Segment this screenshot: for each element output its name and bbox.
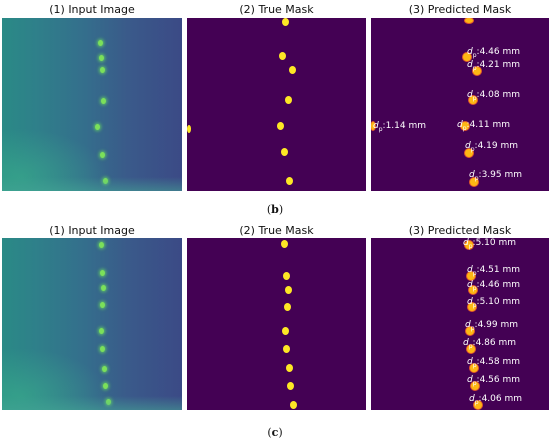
mask-droplet — [290, 401, 297, 409]
predicted-droplet — [471, 382, 479, 390]
figure-caption-c: (c) — [267, 426, 283, 439]
predicted-droplet — [463, 53, 471, 61]
predicted-droplet — [469, 286, 477, 294]
predicted-droplet — [474, 401, 482, 409]
diameter-label: dp:4.86 mm — [463, 338, 516, 350]
predicted-droplet — [470, 178, 478, 186]
input-droplet — [100, 346, 105, 352]
input-droplet — [100, 152, 105, 158]
mask-droplet — [283, 345, 290, 353]
diameter-label: dp:4.56 mm — [467, 375, 520, 387]
diameter-label: dp:4.46 mm — [467, 47, 520, 59]
input-droplet — [103, 178, 108, 184]
mask-droplet — [287, 382, 294, 390]
predicted-droplet — [371, 122, 375, 130]
diameter-label: dp:4.21 mm — [467, 60, 520, 72]
diameter-label: dp:1.14 mm — [373, 121, 426, 133]
predicted-droplet — [470, 364, 478, 372]
mask-droplet — [286, 177, 293, 185]
diameter-label: dp:5.10 mm — [467, 297, 520, 309]
diameter-label: dp:4.58 mm — [467, 357, 520, 369]
input-droplet — [99, 328, 104, 334]
figure-row-c: (1) Input Image (2) True Mask (3) Predic… — [0, 222, 550, 443]
predicted-droplet — [469, 96, 477, 104]
diameter-label: dp:4.08 mm — [467, 90, 520, 102]
input-image-panel — [2, 18, 182, 191]
mask-droplet — [286, 364, 293, 372]
predicted-droplet — [473, 67, 481, 75]
input-droplet — [100, 270, 105, 276]
figure-row-b: (1) Input Image (2) True Mask (3) Predic… — [2, 3, 549, 216]
predicted-droplet — [466, 327, 474, 335]
mask-droplet — [285, 96, 292, 104]
mask-droplet — [282, 18, 289, 26]
diameter-label: dp:4.06 mm — [469, 394, 522, 406]
mask-droplet — [283, 272, 290, 280]
input-droplet — [106, 399, 111, 405]
mask-droplet — [279, 52, 286, 60]
predicted-droplet — [465, 149, 473, 157]
predicted-mask-panel: dp:5.10 mm dp:4.51 mm dp:4.46 mm dp:5.10… — [371, 238, 549, 410]
panel-title-input: (1) Input Image — [49, 3, 135, 16]
predicted-mask-panel: dp:4.46 mm dp:4.21 mm dp:4.08 mm dp:1.14… — [371, 18, 549, 191]
input-droplet — [102, 366, 107, 372]
panel-title-true-mask: (2) True Mask — [239, 3, 314, 16]
input-droplet — [103, 383, 108, 389]
input-droplet — [98, 40, 103, 46]
diameter-label: dp:5.10 mm — [463, 238, 516, 250]
predicted-droplet — [467, 345, 475, 353]
input-droplet — [100, 67, 105, 73]
panel-title-predicted: (3) Predicted Mask — [408, 224, 512, 237]
input-droplet — [99, 242, 104, 248]
predicted-droplet — [465, 241, 473, 249]
mask-droplet — [277, 122, 284, 130]
figure-caption-b: (b) — [266, 203, 284, 216]
panel-title-predicted: (3) Predicted Mask — [408, 3, 512, 16]
input-droplet — [95, 124, 100, 130]
input-droplet — [101, 285, 106, 291]
predicted-droplet — [468, 303, 476, 311]
diameter-label: dp:4.99 mm — [465, 320, 518, 332]
predicted-droplet — [467, 272, 475, 280]
diameter-label: dp:4.46 mm — [467, 280, 520, 292]
true-mask-panel — [187, 238, 366, 410]
input-droplet — [100, 302, 105, 308]
diameter-label: dp:4.19 mm — [465, 141, 518, 153]
mask-droplet — [187, 125, 191, 133]
predicted-droplet — [461, 122, 469, 130]
true-mask-panel — [187, 18, 366, 191]
mask-droplet — [284, 303, 291, 311]
diameter-label: dp:4.11 mm — [457, 120, 510, 132]
mask-droplet — [281, 240, 288, 248]
mask-droplet — [285, 286, 292, 294]
mask-droplet — [282, 327, 289, 335]
predicted-droplet — [465, 18, 473, 23]
input-droplet — [99, 55, 104, 61]
input-droplet — [101, 98, 106, 104]
mask-droplet — [281, 148, 288, 156]
panel-title-true-mask: (2) True Mask — [239, 224, 314, 237]
diameter-label: dp:4.51 mm — [467, 265, 520, 277]
mask-droplet — [289, 66, 296, 74]
panel-title-input: (1) Input Image — [49, 224, 135, 237]
diameter-label: dp:3.95 mm — [469, 170, 522, 182]
input-image-panel — [2, 238, 182, 410]
